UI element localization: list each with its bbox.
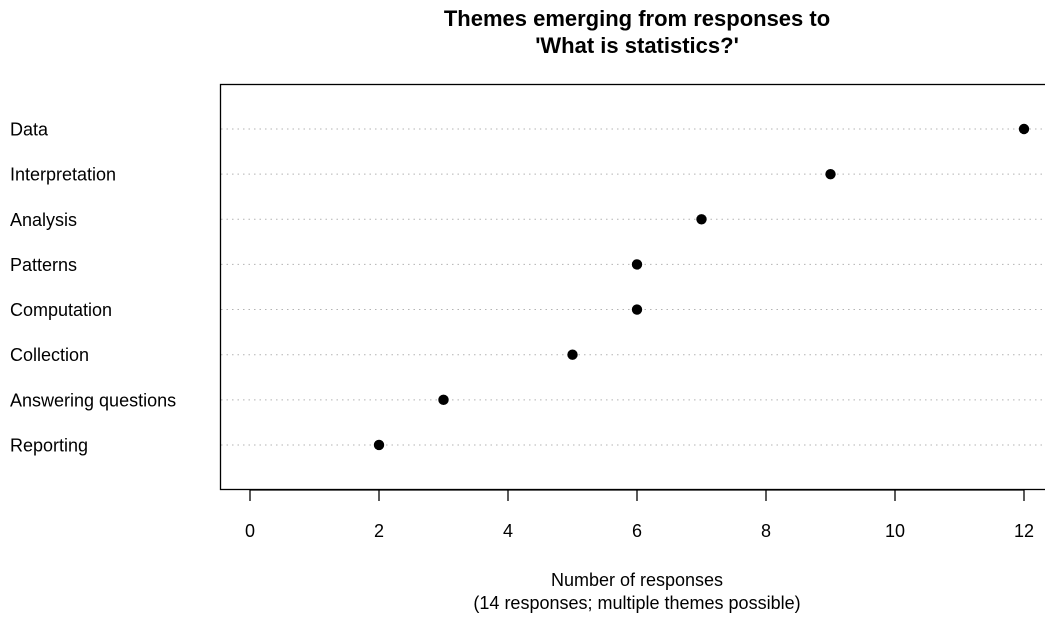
data-points [373, 123, 1030, 451]
data-point [1018, 123, 1030, 135]
guide-lines [221, 128, 1045, 446]
category-label: Collection [10, 345, 89, 365]
data-point [696, 214, 707, 225]
category-label: Interpretation [10, 165, 116, 185]
plot-frame [219, 83, 1045, 491]
data-point [438, 394, 449, 406]
x-tick-label: 12 [1014, 521, 1034, 541]
chart-title-line-1: Themes emerging from responses to [443, 6, 831, 31]
x-tick-label: 2 [374, 521, 384, 541]
data-point [631, 304, 643, 315]
chart-title-line-2: 'What is statistics?' [535, 33, 739, 58]
data-point [567, 349, 578, 360]
category-label: Data [10, 120, 49, 140]
category-label: Answering questions [10, 390, 176, 410]
x-tick-label: 8 [761, 521, 771, 541]
y-axis-labels: Data Interpretation Analysis Patterns Comput… [10, 120, 176, 456]
x-axis-title: Number of responses (14 responses; multi… [220, 569, 1045, 615]
category-label: Patterns [10, 255, 77, 275]
x-axis: 0 2 4 6 8 10 12 [245, 489, 1034, 541]
x-tick-label: 4 [503, 521, 513, 541]
x-tick-label: 10 [885, 521, 905, 541]
data-point [825, 168, 836, 180]
x-tick-label: 0 [245, 521, 255, 541]
x-tick-label: 6 [632, 521, 642, 541]
category-label: Reporting [10, 435, 88, 455]
x-axis-title-line-1: Number of responses [550, 570, 724, 590]
category-label: Computation [10, 300, 112, 320]
data-point [631, 259, 643, 270]
data-point [373, 439, 385, 451]
x-axis-title-line-2: (14 responses; multiple themes possible) [473, 593, 801, 613]
chart-title: Themes emerging from responses to 'What … [220, 5, 1045, 59]
category-label: Analysis [10, 210, 77, 230]
